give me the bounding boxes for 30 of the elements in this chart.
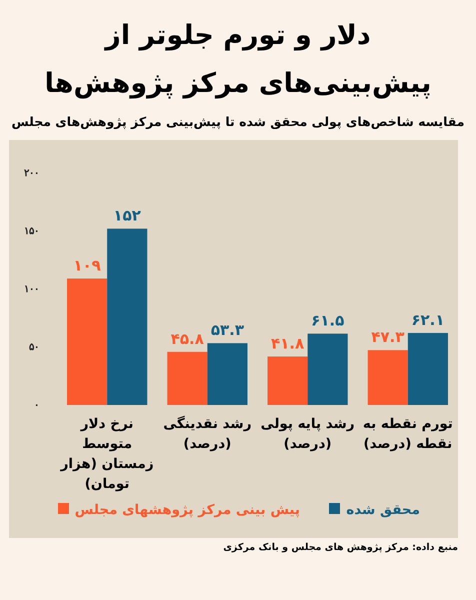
y-tick-label: ۱۰۰: [24, 284, 39, 296]
x-tick-label: تورم نقطه به نقطه (درصد): [362, 415, 454, 454]
data-label: ۴۱.۸: [270, 334, 304, 353]
data-label: ۱۰۹: [73, 256, 101, 275]
bar: [268, 356, 308, 405]
y-tick-label: ۰: [34, 400, 39, 412]
bar: [107, 228, 148, 405]
chart-title: دلار و تورم جلوتر از پیش‌بینی‌های مرکز پژوهش‌ها: [44, 19, 432, 101]
x-tick-label: نرخ دلار متوسط زمستان (هزار تومان): [59, 415, 155, 494]
x-tick-label: رشد پایه پولی (درصد): [260, 415, 356, 454]
legend-label: پیش بینی مرکز پژوهشهای مجلس: [74, 502, 300, 518]
x-tick-label: رشد نقدینگی (درصد): [162, 414, 252, 454]
data-label: ۴۷.۳: [371, 328, 404, 346]
data-label: ۵۳.۳: [210, 321, 244, 340]
bar: [368, 350, 408, 405]
y-tick-label: ۲۰۰: [24, 168, 39, 180]
text: منبع داده: مرکز پژوهش های مجلس و بانک مرکزی: [223, 542, 458, 553]
bar: [207, 343, 248, 405]
legend-label: محقق شده: [346, 502, 420, 518]
bar: [67, 278, 108, 405]
data-label: ۶۲.۱: [411, 310, 445, 329]
bar: [167, 352, 208, 405]
data-label: ۶۱.۵: [311, 312, 344, 330]
data-label: ۱۵۲: [113, 206, 141, 225]
chart-subtitle: مقایسه شاخص‌های پولی محقق شده تا پیش‌بینی مرکز پژوهش‌های مجلس: [10, 114, 466, 129]
bar: [308, 334, 348, 405]
y-tick-label: ۱۵۰: [24, 226, 39, 238]
data-label: ۴۵.۸: [170, 330, 204, 348]
y-tick-label: ۵۰: [29, 342, 39, 354]
bar: [408, 332, 448, 405]
